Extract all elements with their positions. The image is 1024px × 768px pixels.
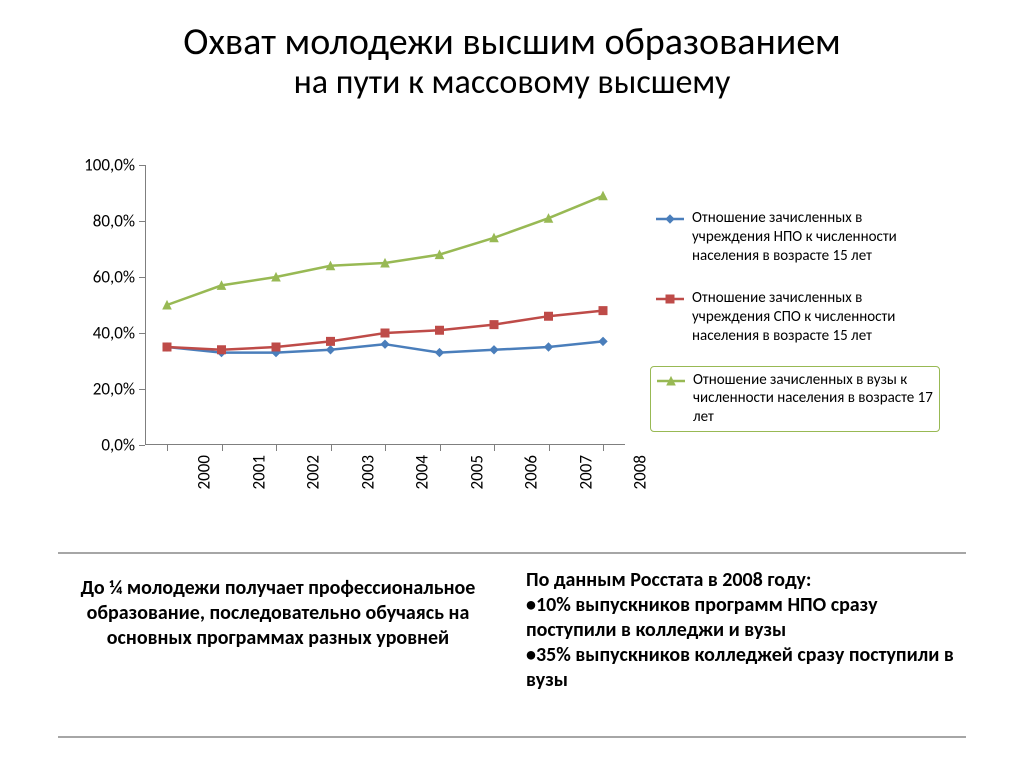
divider-bottom — [58, 736, 966, 738]
legend-item-npo: Отношение зачисленных в учреждения НПО к… — [650, 205, 940, 269]
y-tick-label: 60,0% — [65, 267, 135, 288]
note-right: По данным Росстата в 2008 году: •10% вып… — [526, 568, 966, 693]
x-tick-label: 2003 — [357, 455, 378, 489]
y-tick-label: 40,0% — [65, 323, 135, 344]
x-tick — [549, 445, 550, 451]
x-tick — [276, 445, 277, 451]
x-tick — [385, 445, 386, 451]
x-tick — [494, 445, 495, 451]
legend-label-vuz: Отношение зачисленных в вузы к численнос… — [693, 371, 933, 427]
series-marker-npo — [490, 346, 498, 354]
title-sub: на пути к массовому высшему — [0, 64, 1024, 101]
chart-lines — [145, 165, 625, 445]
series-marker-spo — [599, 307, 607, 315]
y-tick-label: 80,0% — [65, 211, 135, 232]
y-tick — [139, 445, 145, 446]
legend-label-npo: Отношение зачисленных в учреждения НПО к… — [692, 209, 934, 265]
x-tick — [167, 445, 168, 451]
x-tick-label: 2006 — [520, 455, 541, 489]
y-tick — [139, 333, 145, 334]
series-marker-spo — [272, 343, 280, 351]
x-tick-label: 2000 — [193, 455, 214, 489]
series-marker-spo — [545, 312, 553, 320]
note-left: До ¼ молодежи получает профессиональное … — [58, 568, 498, 693]
x-tick-label: 2008 — [629, 455, 650, 489]
series-marker-npo — [545, 343, 553, 351]
x-tick — [331, 445, 332, 451]
note-right-bullet-1: •35% выпускников колледжей сразу поступи… — [526, 643, 966, 693]
legend: Отношение зачисленных в учреждения НПО к… — [650, 205, 940, 448]
series-marker-spo — [490, 321, 498, 329]
chart: 0,0%20,0%40,0%60,0%80,0%100,0%2000200120… — [75, 155, 945, 525]
series-marker-spo — [436, 326, 444, 334]
series-marker-spo — [381, 329, 389, 337]
x-tick-label: 2005 — [466, 455, 487, 489]
legend-swatch-vuz — [657, 373, 685, 389]
x-tick-label: 2004 — [411, 455, 432, 489]
slide: Охват молодежи высшим образованием на пу… — [0, 0, 1024, 768]
y-tick — [139, 221, 145, 222]
title-main: Охват молодежи высшим образованием — [0, 22, 1024, 64]
series-marker-spo — [218, 346, 226, 354]
plot-area: 0,0%20,0%40,0%60,0%80,0%100,0%2000200120… — [145, 165, 625, 445]
series-line-vuz — [167, 196, 603, 305]
series-marker-spo — [327, 337, 335, 345]
y-tick — [139, 165, 145, 166]
series-marker-npo — [599, 337, 607, 345]
legend-label-spo: Отношение зачисленных в учреждения СПО к… — [692, 289, 934, 345]
x-tick — [603, 445, 604, 451]
series-marker-spo — [163, 343, 171, 351]
x-tick-label: 2001 — [248, 455, 269, 489]
note-right-bullet-0: •10% выпускников программ НПО сразу пост… — [526, 593, 966, 643]
divider-top — [58, 552, 966, 554]
legend-item-spo: Отношение зачисленных в учреждения СПО к… — [650, 285, 940, 349]
bottom-notes: До ¼ молодежи получает профессиональное … — [58, 568, 966, 693]
series-marker-npo — [327, 346, 335, 354]
x-tick — [440, 445, 441, 451]
y-tick-label: 100,0% — [65, 155, 135, 176]
series-marker-npo — [381, 340, 389, 348]
legend-swatch-npo — [656, 211, 684, 227]
x-tick-label: 2002 — [302, 455, 323, 489]
title-block: Охват молодежи высшим образованием на пу… — [0, 0, 1024, 101]
y-tick — [139, 277, 145, 278]
legend-item-vuz: Отношение зачисленных в вузы к численнос… — [650, 366, 940, 432]
x-tick-label: 2007 — [575, 455, 596, 489]
x-tick — [222, 445, 223, 451]
y-tick-label: 0,0% — [65, 435, 135, 456]
y-tick-label: 20,0% — [65, 379, 135, 400]
series-marker-npo — [436, 349, 444, 357]
legend-swatch-spo — [656, 291, 684, 307]
note-right-title: По данным Росстата в 2008 году: — [526, 568, 966, 593]
y-tick — [139, 389, 145, 390]
